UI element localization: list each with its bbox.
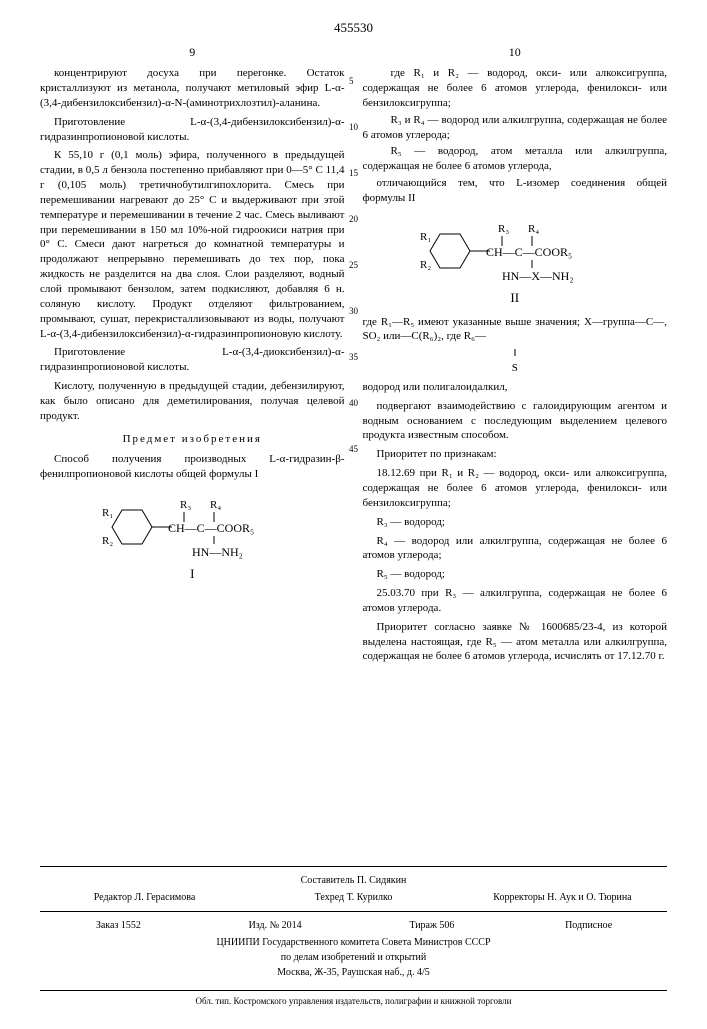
footer: Составитель П. Сидякин Редактор Л. Герас…	[40, 866, 667, 1009]
section-title: Предмет изобретения	[40, 432, 345, 447]
body-text: Кислоту, полученную в предыдущей стадии,…	[40, 379, 345, 424]
footer-order: Заказ 1552	[40, 918, 197, 933]
body-text: 18.12.69 при R₁ и R₂ — водород, окси- ил…	[363, 466, 668, 511]
spacer	[40, 668, 667, 848]
footer-org: по делам изобретений и открытий	[40, 950, 667, 965]
formula-label: R₂	[102, 535, 113, 547]
formula-label: R₄	[210, 499, 221, 511]
body-text: водород или полигалоидалкил,	[363, 380, 668, 395]
body-text: где R₁—R₅ имеют указанные выше значения;…	[363, 315, 668, 345]
footer-meta-row: Заказ 1552 Изд. № 2014 Тираж 506 Подписн…	[40, 916, 667, 935]
right-column: 10 где R₁ и R₂ — водород, окси- или алко…	[363, 44, 668, 668]
formula-label: R₃	[498, 223, 509, 235]
line-markers: 5 10 15 20 25 30 35 40 45	[349, 62, 358, 454]
left-col-number: 9	[40, 44, 345, 60]
footer-compiler: Составитель П. Сидякин	[40, 873, 667, 888]
divider	[40, 911, 667, 912]
formula-label: S	[512, 362, 518, 374]
line-marker: 10	[349, 122, 358, 132]
body-text: подвергают взаимодействию с галоидирующи…	[363, 399, 668, 444]
body-text: R₄ — водород или алкилгруппа, содержащая…	[363, 534, 668, 564]
formula-label: R₁	[420, 231, 431, 243]
formula-label: R₃	[180, 499, 191, 511]
formula-number: II	[363, 288, 668, 309]
footer-org: ЦНИИПИ Государственного комитета Совета …	[40, 935, 667, 950]
body-text: Приоритет согласно заявке № 1600685/23-4…	[363, 620, 668, 665]
body-text: концентрируют досуха при перегонке. Оста…	[40, 66, 345, 111]
body-text: ‖S	[363, 346, 668, 376]
body-text: отличающийся тем, что L-изомер соединени…	[363, 176, 668, 206]
footer-addr: Москва, Ж-35, Раушская наб., д. 4/5	[40, 965, 667, 980]
footer-editor: Редактор Л. Герасимова	[40, 890, 249, 905]
body-text: R₃ — водород;	[363, 515, 668, 530]
where-clause: где R₁ и R₂ — водород, окси- или алкокси…	[363, 66, 668, 111]
body-text: Приготовление L-α-(3,4-диоксибензил)-α-г…	[40, 345, 345, 375]
body-text: К 55,10 г (0,1 моль) эфира, полученного …	[40, 148, 345, 341]
footer-izd: Изд. № 2014	[197, 918, 354, 933]
line-marker: 40	[349, 398, 358, 408]
body-text: Способ получения производных L-α-гидрази…	[40, 452, 345, 482]
line-marker: 30	[349, 306, 358, 316]
columns-wrap: 5 10 15 20 25 30 35 40 45 9 концентрирую…	[40, 44, 667, 668]
footer-sign: Подписное	[510, 918, 667, 933]
footer-tech: Техред Т. Курилко	[249, 890, 458, 905]
line-marker: 15	[349, 168, 358, 178]
body-text: R₅ — водород;	[363, 567, 668, 582]
body-text: Приоритет по признакам:	[363, 447, 668, 462]
line-marker: 45	[349, 444, 358, 454]
benzene-ring-icon: R₁ R₂ R₃ R₄ CH—C—COOR₅ HN—NH₂	[102, 492, 282, 562]
line-marker: 5	[349, 76, 358, 86]
formula-label: CH—C—COOR₅	[168, 521, 254, 535]
patent-number: 455530	[40, 20, 667, 36]
where-clause: R₃ и R₄ — водород или алкилгруппа, содер…	[363, 113, 668, 143]
body-text: Приготовление L-α-(3,4-дибензилоксибензи…	[40, 115, 345, 145]
line-marker: 20	[349, 214, 358, 224]
left-column: 9 концентрируют досуха при перегонке. Ос…	[40, 44, 345, 668]
benzene-ring-icon: R₁ R₂ R₃ R₄ CH—C—COOR₅ HN—X—NH₂	[420, 216, 610, 286]
formula-label: HN—X—NH₂	[502, 269, 574, 283]
right-col-number: 10	[363, 44, 668, 60]
formula-label: CH—C—COOR₅	[486, 245, 572, 259]
chemical-formula-2: R₁ R₂ R₃ R₄ CH—C—COOR₅ HN—X—NH₂ II	[363, 216, 668, 309]
formula-label: R₂	[420, 259, 431, 271]
page: 455530 5 10 15 20 25 30 35 40 45 9 конце…	[0, 0, 707, 1029]
formula-number: I	[40, 564, 345, 585]
formula-label: R₄	[528, 223, 539, 235]
formula-label: R₁	[102, 507, 113, 519]
footer-corrector: Корректоры Н. Аук и О. Тюрина	[458, 890, 667, 905]
line-marker: 35	[349, 352, 358, 362]
body-text: 25.03.70 при R₃ — алкилгруппа, содержаща…	[363, 586, 668, 616]
where-clause: R₅ — водород, атом металла или алкилгруп…	[363, 144, 668, 174]
footer-tirazh: Тираж 506	[354, 918, 511, 933]
chemical-formula-1: R₁ R₂ R₃ R₄ CH—C—COOR₅ HN—NH₂ I	[40, 492, 345, 585]
line-marker: 25	[349, 260, 358, 270]
formula-label: HN—NH₂	[192, 545, 243, 559]
footer-credits-row: Редактор Л. Герасимова Техред Т. Курилко…	[40, 888, 667, 907]
